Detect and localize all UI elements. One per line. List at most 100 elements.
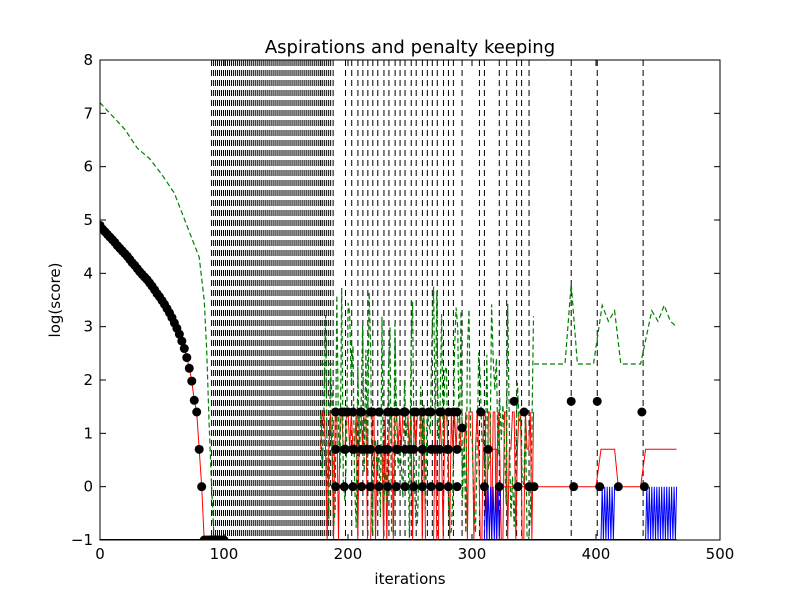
x-tick-label: 0	[95, 545, 105, 563]
data-point	[348, 482, 358, 492]
data-point	[184, 363, 194, 373]
x-tick-label: 300	[458, 545, 487, 563]
data-point	[374, 444, 384, 454]
data-point	[426, 444, 436, 454]
data-point	[391, 444, 401, 454]
data-point	[639, 482, 649, 492]
data-point	[494, 482, 504, 492]
data-point	[348, 407, 358, 417]
data-point	[174, 329, 184, 339]
data-point	[194, 444, 204, 454]
data-point	[476, 407, 486, 417]
x-tick-label: 100	[210, 545, 239, 563]
data-point	[331, 482, 341, 492]
data-point	[339, 444, 349, 454]
data-point	[409, 407, 419, 417]
data-point	[426, 482, 436, 492]
plot-area	[100, 60, 678, 540]
y-tick-label: 2	[83, 371, 93, 389]
data-point	[519, 407, 529, 417]
data-point	[365, 482, 375, 492]
y-axis-label: log(score)	[46, 263, 64, 338]
data-point	[374, 482, 384, 492]
data-point	[637, 407, 647, 417]
data-point	[400, 444, 410, 454]
x-axis-label: iterations	[374, 570, 445, 588]
data-point	[374, 407, 384, 417]
data-point	[357, 407, 367, 417]
data-point	[331, 407, 341, 417]
data-point	[400, 482, 410, 492]
y-tick-label: 0	[83, 478, 93, 496]
aspiration-line	[534, 283, 677, 365]
data-point	[509, 396, 519, 406]
x-axis: 0 100 200 300 400 500	[95, 60, 734, 563]
x-tick-label: 500	[706, 545, 735, 563]
data-point	[409, 444, 419, 454]
data-point	[569, 482, 579, 492]
data-point	[435, 444, 445, 454]
y-tick-label: 3	[83, 318, 93, 336]
penalty-line	[645, 486, 678, 540]
data-point	[417, 482, 427, 492]
data-point	[595, 482, 605, 492]
data-point	[513, 482, 523, 492]
y-tick-label: 7	[83, 104, 93, 122]
data-point	[400, 407, 410, 417]
y-tick-label: 1	[83, 424, 93, 442]
data-point	[331, 444, 341, 454]
y-axis: −1 0 1 2 3 4 5 6 7 8	[71, 51, 720, 549]
y-tick-label: 4	[83, 264, 93, 282]
x-tick-label: 400	[582, 545, 611, 563]
data-point	[357, 482, 367, 492]
y-tick-label: −1	[71, 531, 93, 549]
y-tick-label: 8	[83, 51, 93, 69]
data-point	[483, 444, 493, 454]
data-point	[383, 444, 393, 454]
x-tick-label: 200	[334, 545, 363, 563]
chart-title: Aspirations and penalty keeping	[265, 37, 555, 58]
data-point	[426, 407, 436, 417]
data-point	[391, 407, 401, 417]
data-point	[187, 376, 197, 386]
data-point	[443, 407, 453, 417]
y-tick-label: 5	[83, 211, 93, 229]
data-point	[592, 396, 602, 406]
data-point	[391, 482, 401, 492]
data-point	[189, 395, 199, 405]
data-point	[365, 444, 375, 454]
data-point	[452, 482, 462, 492]
penalty-line	[483, 486, 501, 540]
data-point	[383, 407, 393, 417]
data-point	[479, 482, 489, 492]
data-point	[339, 482, 349, 492]
data-point	[443, 444, 453, 454]
data-point	[192, 407, 202, 417]
data-point	[457, 423, 467, 433]
data-point	[417, 407, 427, 417]
data-point	[409, 482, 419, 492]
data-point	[357, 444, 367, 454]
data-point	[182, 353, 192, 363]
data-point	[417, 444, 427, 454]
data-point	[177, 336, 187, 346]
data-point	[452, 407, 462, 417]
data-point	[613, 482, 623, 492]
data-point	[339, 407, 349, 417]
data-point	[452, 444, 462, 454]
data-point	[348, 444, 358, 454]
data-point	[435, 482, 445, 492]
data-point	[197, 482, 207, 492]
aspiration-line	[100, 102, 215, 540]
data-point	[443, 482, 453, 492]
penalty-line	[600, 486, 616, 540]
plot-frame	[99, 59, 721, 541]
y-tick-label: 6	[83, 158, 93, 176]
data-point	[365, 407, 375, 417]
data-point	[566, 396, 576, 406]
data-point	[383, 482, 393, 492]
data-point	[529, 482, 539, 492]
data-point	[435, 407, 445, 417]
data-point	[179, 344, 189, 354]
